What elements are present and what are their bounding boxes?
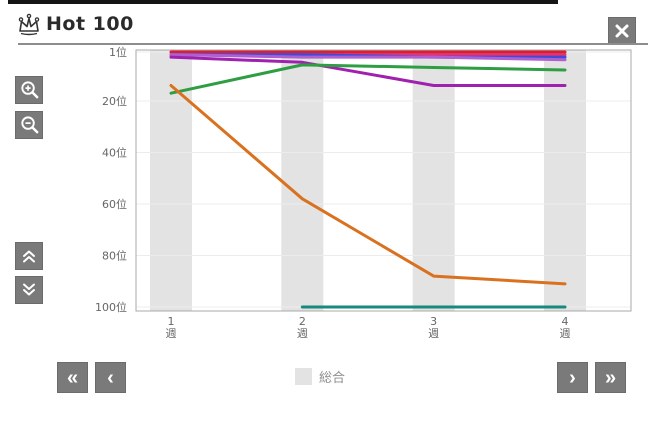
highlight-band [412,50,455,311]
highlight-band [150,50,192,311]
prev-page-button[interactable]: ‹ [95,362,126,393]
rank-series-green [169,63,567,95]
y-axis-tick: 80位 [102,248,127,262]
first-page-button[interactable]: « [57,362,88,393]
scroll-down-button[interactable] [15,276,43,304]
chevron-right-icon: › [569,366,576,389]
header-divider [18,43,648,45]
rank-series-blue [169,53,567,59]
double-chevron-right-icon: » [604,366,617,389]
highlight-band [281,50,324,311]
zoom-out-button[interactable] [15,111,43,139]
panel-title: Hot 100 [46,13,134,35]
legend-swatch [295,368,312,385]
next-page-button[interactable]: › [557,362,588,393]
double-chevron-left-icon: « [66,366,79,389]
scroll-up-button[interactable] [15,242,43,270]
last-page-button[interactable]: » [595,362,626,393]
highlight-band [543,50,586,311]
magnifier-minus-icon [20,115,38,133]
crown-icon [18,13,40,36]
chevron-left-icon: ‹ [107,366,114,389]
y-axis-tick: 100位 [95,300,127,314]
rank-series-purple [169,55,567,87]
clipped-browser-edge [8,0,558,4]
close-icon [615,24,629,38]
close-button[interactable] [608,17,636,45]
y-axis-tick: 40位 [102,145,127,159]
rank-series-orange [169,83,567,286]
y-axis-tick: 60位 [102,197,127,211]
chart-legend: 総合 [295,367,345,386]
y-axis-tick: 20位 [102,94,127,108]
magnifier-plus-icon [20,80,38,98]
double-chevron-down-icon [23,283,35,296]
plot-border [135,49,632,312]
y-axis-tick: 1位 [109,45,127,59]
double-chevron-up-icon [23,250,35,263]
legend-label: 総合 [319,371,346,386]
rank-series-orchid [169,53,567,62]
zoom-in-button[interactable] [15,76,43,104]
